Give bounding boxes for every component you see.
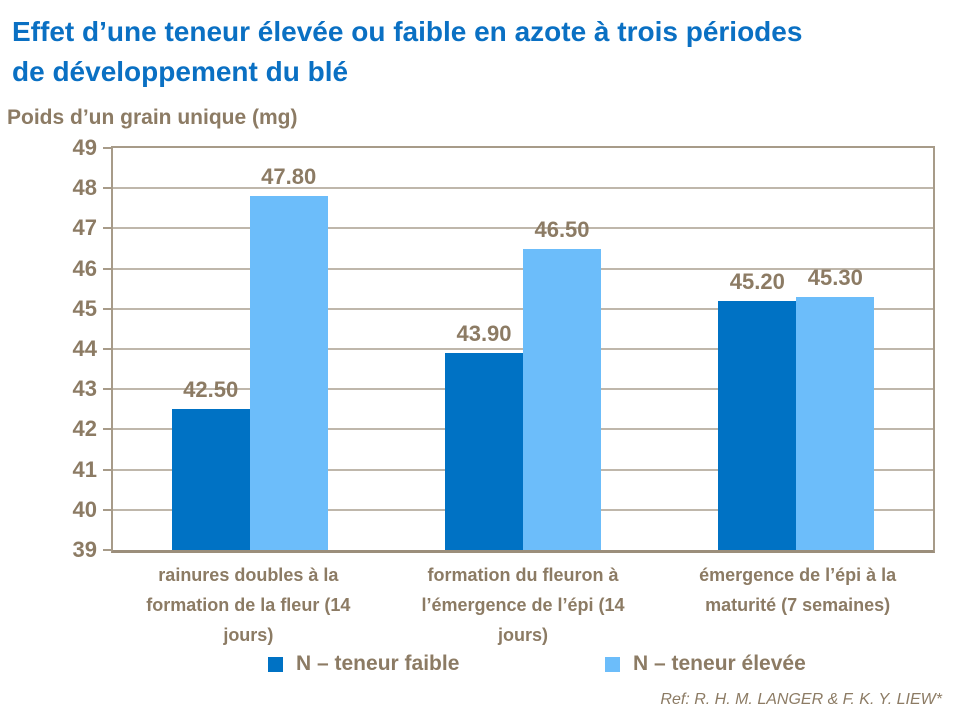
y-tick-label: 42 bbox=[72, 416, 97, 442]
y-tick-label: 46 bbox=[72, 255, 97, 281]
bar bbox=[445, 353, 523, 550]
legend-item: N – teneur élevée bbox=[605, 650, 806, 678]
legend-label: N – teneur élevée bbox=[633, 652, 806, 675]
y-tick-mark bbox=[103, 468, 111, 471]
y-tick-mark bbox=[103, 187, 111, 190]
x-category-label: émergence de l’épi à la maturité (7 sema… bbox=[699, 565, 897, 615]
gridline bbox=[113, 187, 933, 190]
bar-value-label: 46.50 bbox=[534, 216, 590, 242]
page-title-line1: Effet d’une teneur élevée ou faible en a… bbox=[12, 16, 803, 47]
bar bbox=[718, 300, 797, 550]
y-tick-label: 39 bbox=[72, 537, 97, 562]
bar-value-label: 45.20 bbox=[729, 268, 785, 294]
y-tick-mark bbox=[103, 227, 111, 230]
bar bbox=[171, 409, 250, 550]
legend: N – teneur faible N – teneur élevée bbox=[0, 650, 960, 678]
legend-item: N – teneur faible bbox=[268, 650, 459, 678]
gridline bbox=[113, 227, 933, 230]
y-tick-label: 40 bbox=[72, 496, 97, 522]
bar bbox=[796, 296, 875, 550]
y-tick-mark bbox=[103, 428, 111, 431]
y-axis-title: Poids d’un grain unique (mg) bbox=[7, 106, 298, 129]
legend-label: N – teneur faible bbox=[296, 652, 460, 675]
bar-value-label: 42.50 bbox=[183, 377, 239, 403]
x-category-label: rainures doubles à la formation de la fl… bbox=[146, 565, 351, 645]
y-tick-mark bbox=[103, 267, 111, 270]
y-tick-label: 45 bbox=[72, 295, 97, 321]
y-tick-mark bbox=[103, 388, 111, 391]
bar bbox=[523, 248, 601, 550]
y-tick-label: 43 bbox=[72, 376, 97, 402]
y-tick-mark bbox=[103, 348, 111, 350]
page-title: Effet d’une teneur élevée ou faible en a… bbox=[12, 12, 947, 92]
bar-value-label: 47.80 bbox=[261, 164, 317, 190]
reference-note: Ref: R. H. M. LANGER & F. K. Y. LIEW* bbox=[660, 691, 942, 708]
bar-value-label: 45.30 bbox=[807, 264, 863, 290]
legend-swatch bbox=[605, 656, 620, 672]
y-tick-mark bbox=[103, 307, 111, 310]
page-title-line2: de développement du blé bbox=[12, 56, 349, 87]
plot-area: 42.50 47.80 43.90 46.50 45.20 45.30 bbox=[111, 146, 935, 553]
x-axis-category-labels: rainures doubles à la formation de la fl… bbox=[111, 560, 935, 650]
y-tick-label: 41 bbox=[72, 456, 97, 482]
y-tick-mark bbox=[103, 508, 111, 511]
x-category-label: formation du fleuron à l’émergence de l’… bbox=[421, 565, 625, 645]
legend-swatch bbox=[268, 656, 283, 672]
bar-value-label: 43.90 bbox=[456, 321, 512, 347]
y-tick-label: 48 bbox=[72, 175, 97, 201]
y-axis-tick-marks bbox=[103, 147, 111, 551]
y-tick-label: 47 bbox=[72, 215, 97, 241]
y-tick-mark bbox=[103, 549, 111, 551]
y-tick-label: 44 bbox=[72, 336, 97, 361]
y-tick-mark bbox=[103, 147, 111, 149]
y-tick-label: 49 bbox=[72, 135, 97, 160]
bar bbox=[249, 196, 328, 550]
y-axis: 39 40 41 42 43 44 45 46 47 48 49 bbox=[0, 135, 97, 562]
